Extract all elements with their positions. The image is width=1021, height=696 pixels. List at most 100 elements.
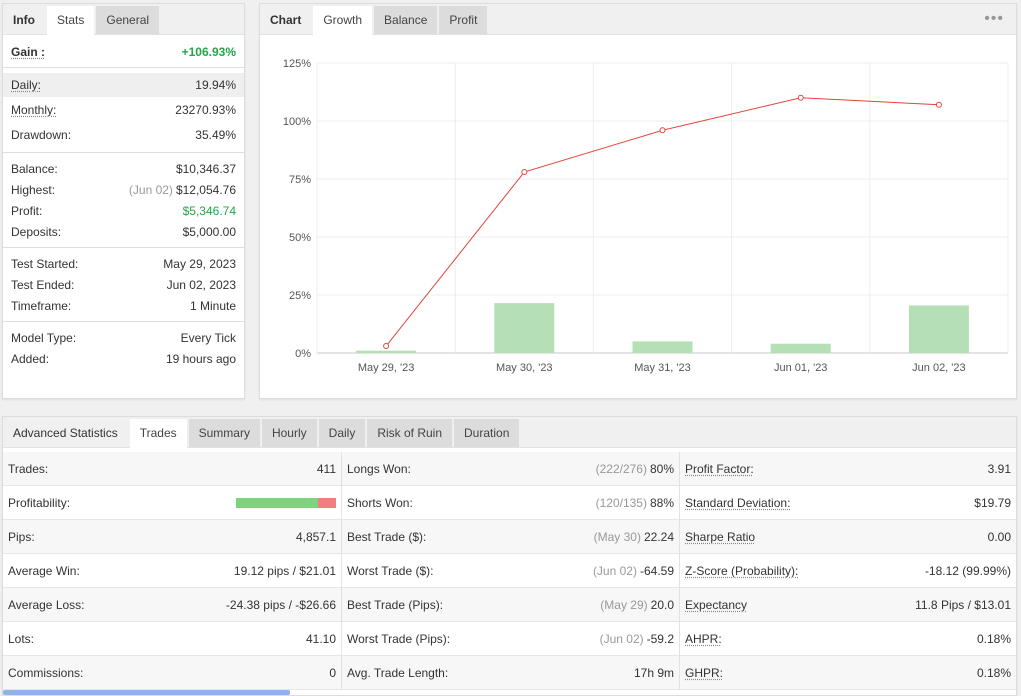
table-row: Sharpe Ratio 0.00	[680, 520, 1016, 554]
ahpr-value: 0.18%	[976, 631, 1011, 646]
standard-deviation-label[interactable]: Standard Deviation:	[685, 495, 791, 510]
tab-risk-of-ruin[interactable]: Risk of Ruin	[367, 419, 453, 447]
x-tick-label: May 30, '23	[496, 362, 553, 374]
stats-tabs: Info Stats General	[3, 4, 244, 35]
worst-trade-pips-label: Worst Trade (Pips):	[347, 631, 451, 646]
profit-factor-label[interactable]: Profit Factor:	[685, 461, 754, 476]
profitability-label: Profitability:	[8, 495, 71, 510]
tab-hourly[interactable]: Hourly	[261, 419, 317, 447]
more-dots-icon[interactable]: •••	[984, 10, 1004, 27]
model-type-label: Model Type:	[11, 330, 77, 345]
model-type-value: Every Tick	[180, 330, 236, 345]
table-row: Z-Score (Probability): -18.12 (99.99%)	[680, 554, 1016, 588]
balance-row: Balance: $10,346.37	[3, 158, 244, 179]
table-row: Shorts Won: (120/135) 88%	[342, 486, 679, 520]
table-row: Commissions: 0	[3, 656, 341, 690]
daily-value: 19.94%	[195, 78, 236, 92]
gain-value: +106.93%	[181, 45, 236, 59]
sharpe-ratio-label[interactable]: Sharpe Ratio	[685, 529, 756, 544]
horizontal-scrollbar[interactable]	[3, 690, 290, 695]
growth-chart: 0% 25% 50% 75% 100% 125% May 29, '23 May 30, '2…	[283, 58, 1009, 374]
profitability-win-bar	[236, 497, 318, 508]
deposits-row: Deposits: $5,000.00	[3, 221, 244, 242]
data-point	[935, 101, 942, 108]
shorts-won-label: Shorts Won:	[347, 495, 413, 510]
y-tick-label: 25%	[289, 290, 311, 302]
worst-trade-usd-date: (Jun 02)	[592, 563, 637, 578]
added-value: 19 hours ago	[165, 351, 236, 366]
balance-label: Balance:	[11, 161, 58, 176]
tab-duration[interactable]: Duration	[454, 419, 520, 447]
worst-trade-usd-label: Worst Trade ($):	[347, 563, 434, 578]
tab-chart[interactable]: Chart	[270, 13, 302, 27]
table-row: Lots: 41.10	[3, 622, 341, 656]
monthly-label[interactable]: Monthly:	[11, 103, 57, 117]
trades-label: Trades:	[8, 461, 49, 476]
shorts-won-value: 88%	[649, 495, 674, 510]
worst-trade-pips-date: (Jun 02)	[599, 631, 644, 646]
x-tick-label: May 31, '23	[634, 362, 691, 374]
drawdown-value: 35.49%	[195, 128, 236, 142]
chart-panel: Chart Growth Balance Profit ••• 0% 25% 50%…	[259, 3, 1017, 399]
table-row: AHPR: 0.18%	[680, 622, 1016, 656]
test-started-value: May 29, 2023	[163, 256, 236, 271]
data-point	[383, 343, 390, 350]
tab-growth[interactable]: Growth	[313, 6, 373, 35]
table-row: Worst Trade ($): (Jun 02) -64.59	[342, 554, 679, 588]
gain-label[interactable]: Gain :	[11, 45, 46, 59]
model-type-row: Model Type: Every Tick	[3, 327, 244, 348]
best-trade-usd-date: (May 30)	[593, 529, 641, 544]
advanced-title: Advanced Statistics	[13, 426, 118, 440]
tab-balance[interactable]: Balance	[374, 6, 438, 34]
y-tick-label: 0%	[295, 348, 311, 360]
commissions-label: Commissions:	[8, 665, 84, 680]
tab-general[interactable]: General	[96, 6, 160, 34]
test-ended-value: Jun 02, 2023	[166, 277, 236, 292]
monthly-value: 23270.93%	[175, 103, 236, 117]
y-tick-label: 75%	[289, 174, 311, 186]
y-tick-label: 100%	[283, 116, 311, 128]
tab-daily[interactable]: Daily	[318, 419, 366, 447]
pips-label: Pips:	[8, 529, 35, 544]
advanced-statistics-panel: Advanced Statistics Trades Summary Hourl…	[2, 416, 1017, 696]
added-row: Added: 19 hours ago	[3, 348, 244, 369]
daily-label[interactable]: Daily:	[11, 78, 42, 92]
tab-stats[interactable]: Stats	[47, 6, 95, 35]
expectancy-value: 11.8 Pips / $13.01	[915, 597, 1011, 612]
x-tick-label: Jun 02, '23	[912, 362, 965, 374]
commissions-value: 0	[329, 665, 336, 680]
bar	[908, 305, 969, 353]
z-score-label[interactable]: Z-Score (Probability):	[685, 563, 799, 578]
test-started-label: Test Started:	[11, 256, 79, 271]
table-row: Average Win: 19.12 pips / $21.01	[3, 554, 341, 588]
worst-trade-usd-value: -64.59	[639, 563, 674, 578]
avg-trade-length-label: Avg. Trade Length:	[347, 665, 449, 680]
table-row: Best Trade (Pips): (May 29) 20.0	[342, 588, 679, 622]
ghpr-label[interactable]: GHPR:	[685, 665, 724, 680]
tab-info[interactable]: Info	[13, 13, 35, 27]
deposits-label: Deposits:	[11, 224, 62, 239]
x-tick-label: May 29, '23	[358, 362, 415, 374]
shorts-won-count: (120/135)	[595, 495, 647, 510]
daily-row: Daily: 19.94%	[3, 73, 244, 97]
table-row: Standard Deviation: $19.79	[680, 486, 1016, 520]
tab-summary[interactable]: Summary	[188, 419, 260, 447]
tab-profit[interactable]: Profit	[439, 6, 488, 34]
test-started-row: Test Started: May 29, 2023	[3, 253, 244, 274]
balance-value: $10,346.37	[175, 161, 236, 176]
tab-trades[interactable]: Trades	[129, 419, 187, 448]
standard-deviation-value: $19.79	[974, 495, 1011, 510]
longs-won-label: Longs Won:	[347, 461, 411, 476]
expectancy-label[interactable]: Expectancy	[685, 597, 748, 612]
table-row: Pips: 4,857.1	[3, 520, 341, 554]
table-row: Average Loss: -24.38 pips / -$26.66	[3, 588, 341, 622]
lots-value: 41.10	[305, 631, 336, 646]
gain-row: Gain : +106.93%	[3, 40, 244, 64]
table-row: GHPR: 0.18%	[680, 656, 1016, 690]
ahpr-label[interactable]: AHPR:	[685, 631, 722, 646]
bar	[494, 303, 555, 353]
drawdown-label: Drawdown:	[11, 128, 72, 142]
best-trade-pips-label: Best Trade (Pips):	[347, 597, 444, 612]
y-tick-label: 125%	[283, 58, 311, 70]
table-row: Profitability:	[3, 486, 341, 520]
